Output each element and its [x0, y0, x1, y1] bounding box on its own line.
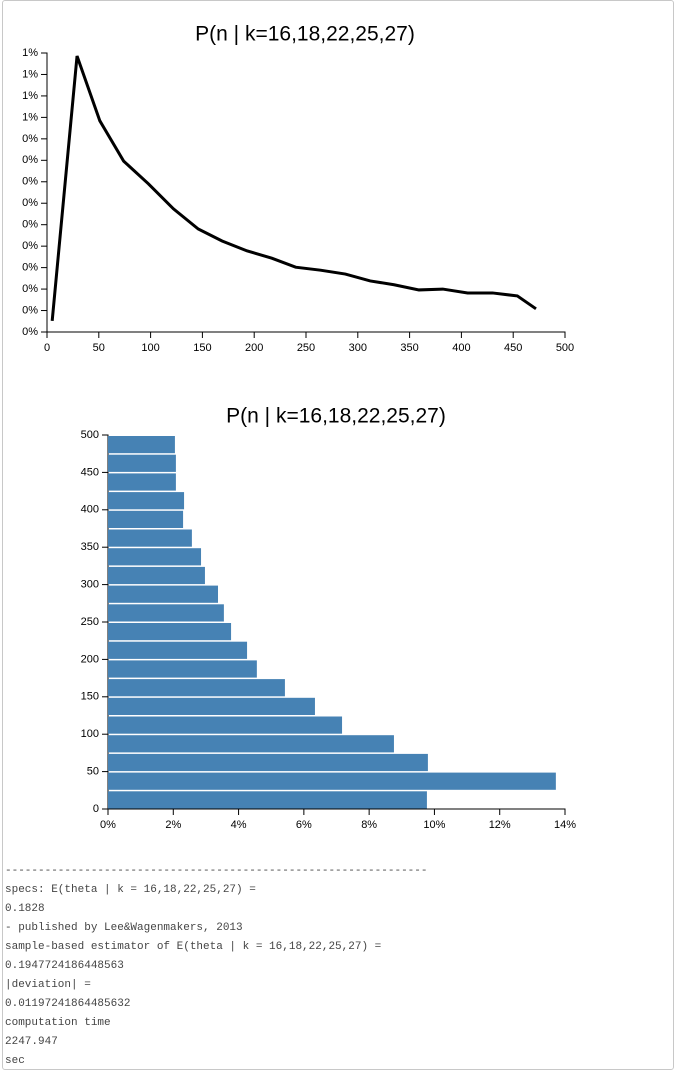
console-output: ----------------------------------------…	[5, 862, 427, 1071]
y-tick-label: 300	[81, 579, 99, 591]
bar	[108, 753, 428, 772]
bar	[108, 641, 248, 659]
x-tick-label: 8%	[361, 819, 377, 831]
x-tick-label: 12%	[489, 819, 511, 831]
bar	[108, 772, 556, 790]
y-tick-label: 400	[81, 504, 99, 516]
x-tick-label: 2%	[165, 819, 181, 831]
output-line: - published by Lee&Wagenmakers, 2013	[5, 922, 243, 934]
bar	[108, 791, 427, 809]
y-tick-label: 0%	[22, 304, 38, 316]
bar	[108, 529, 192, 547]
bar	[108, 492, 185, 510]
y-tick-label: 100	[81, 728, 99, 740]
charts: P(n | k=16,18,22,25,27) 0 50 100 150 200 250 30…	[22, 23, 576, 831]
y-tick-label: 0%	[22, 262, 38, 274]
output-line: 0.1947724186448563	[5, 960, 124, 972]
output-line: computation time	[5, 1017, 111, 1029]
y-tick-label: 1%	[22, 68, 38, 80]
output-line: ----------------------------------------…	[5, 865, 428, 877]
bar	[108, 604, 224, 622]
chart-title: P(n | k=16,18,22,25,27)	[195, 23, 415, 46]
y-tick-label: 0%	[22, 219, 38, 231]
bar	[108, 679, 285, 697]
x-axis	[107, 808, 566, 815]
bar	[108, 697, 315, 715]
y-tick-label: 0%	[22, 283, 38, 295]
y-tick-label: 200	[81, 653, 99, 665]
line	[50, 55, 537, 321]
y-tick-label: 1%	[22, 47, 38, 59]
y-tick-label: 150	[81, 691, 99, 703]
x-tick-label: 50	[93, 342, 105, 354]
x-tick-label: 0%	[100, 819, 116, 831]
x-tick-label: 300	[349, 342, 367, 354]
x-tick-label: 4%	[231, 819, 247, 831]
x-tick-label: 400	[452, 342, 470, 354]
output-line: sec	[5, 1055, 25, 1067]
x-tick-label: 450	[504, 342, 522, 354]
y-tick-label: 0%	[22, 326, 38, 338]
chart-title: P(n | k=16,18,22,25,27)	[226, 405, 446, 428]
y-tick-label: 250	[81, 616, 99, 628]
bar	[108, 585, 219, 603]
output-line: sample-based estimator of E(theta | k = …	[5, 941, 382, 953]
output-line: specs: E(theta | k = 16,18,22,25,27) =	[5, 884, 256, 896]
bar	[108, 510, 184, 528]
x-tick-label: 0	[44, 342, 50, 354]
y-tick-label: 0%	[22, 154, 38, 166]
y-tick-label: 0%	[22, 176, 38, 188]
output-line: 0.1828	[5, 903, 45, 915]
y-tick-label: 350	[81, 541, 99, 553]
x-tick-label: 6%	[296, 819, 312, 831]
bar	[108, 454, 176, 472]
x-tick-label: 250	[297, 342, 315, 354]
bar	[108, 566, 205, 585]
y-tick-label: 1%	[22, 90, 38, 102]
bar	[108, 548, 202, 566]
y-tick-label: 50	[87, 766, 99, 778]
bar	[108, 623, 232, 641]
bar	[108, 660, 257, 678]
x-tick-label: 350	[400, 342, 418, 354]
output-line: 0.01197241864485632	[5, 998, 131, 1010]
bar	[108, 735, 394, 753]
bar	[108, 473, 176, 491]
y-tick-label: 500	[81, 429, 99, 441]
bar	[108, 716, 343, 734]
y-tick-label: 0%	[22, 240, 38, 252]
y-tick-label: 0	[93, 803, 99, 815]
x-tick-label: 500	[556, 342, 574, 354]
y-axis	[41, 52, 48, 333]
x-tick-label: 10%	[423, 819, 445, 831]
x-tick-label: 200	[245, 342, 263, 354]
y-tick-label: 0%	[22, 197, 38, 209]
bar	[108, 436, 175, 454]
x-tick-label: 14%	[554, 819, 576, 831]
y-tick-label: 1%	[22, 111, 38, 123]
x-tick-label: 100	[141, 342, 159, 354]
output-line: 2247.947	[5, 1036, 58, 1048]
y-tick-label: 0%	[22, 133, 38, 145]
x-tick-label: 150	[193, 342, 211, 354]
y-tick-label: 450	[81, 466, 99, 478]
output-line: |deviation| =	[5, 979, 91, 991]
